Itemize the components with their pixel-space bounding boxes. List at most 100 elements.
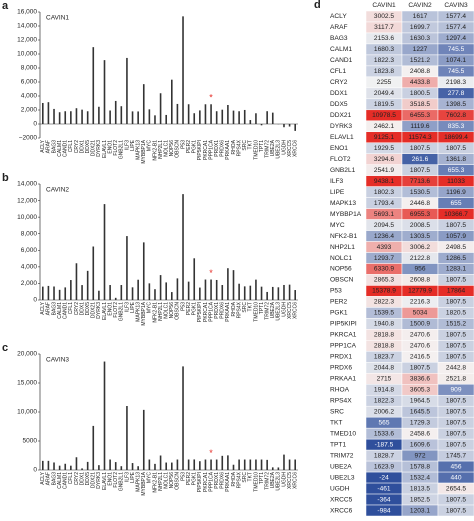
x-tick-label: DYRK3 [96, 472, 102, 489]
cell-value: 2255 [377, 79, 392, 86]
row-label: NFK2-B1 [330, 233, 357, 240]
bar [165, 282, 167, 300]
bar [86, 461, 89, 470]
x-tick-label: MYC [147, 140, 153, 152]
x-tick-label: MYBBP1A [141, 301, 147, 325]
cell-value: 2865.3 [374, 277, 395, 284]
y-tick-label: 16,000 [17, 9, 37, 16]
bar [283, 124, 285, 128]
x-tick-label: UBE2L3 [276, 472, 282, 491]
x-tick-label: PIP5KIPI [197, 302, 203, 322]
y-tick-label: 10,000 [17, 51, 37, 58]
row-label: UBE2A [330, 463, 352, 470]
x-tick-label: PRKAA1 [225, 140, 231, 160]
bar [154, 463, 156, 470]
bar [266, 111, 268, 124]
x-tick-label: PRDX1 [214, 472, 220, 489]
bar [176, 103, 179, 124]
cell-value: 1807.5 [446, 354, 467, 361]
bar [249, 120, 252, 124]
bar [260, 124, 263, 126]
bar [159, 455, 162, 470]
x-tick-label: XRCC5 [287, 472, 293, 489]
cell-value: 1578.8 [410, 463, 431, 470]
x-tick-label: TRIM72 [264, 140, 270, 158]
bar [271, 112, 274, 124]
bar [81, 468, 83, 470]
bar [109, 285, 111, 300]
row-label: PIP5KIPI [330, 321, 357, 328]
bar [126, 57, 128, 124]
x-tick-label: RHOA [231, 139, 237, 154]
cell-value: 1940.8 [374, 321, 395, 328]
x-tick-label: CRY2 [74, 472, 80, 485]
x-tick-label: ACLY [40, 139, 46, 152]
cell-value: 1283.1 [446, 266, 467, 273]
x-tick-label: NOLC1 [164, 140, 170, 157]
row-label: TPT1 [330, 441, 346, 448]
annotation: * [209, 448, 213, 458]
row-label: MYC [330, 222, 345, 229]
cell-value: -364 [377, 496, 391, 503]
bar [260, 459, 263, 470]
bar [271, 467, 274, 470]
heat-cell [437, 504, 474, 517]
cell-value: 1203.1 [410, 507, 431, 514]
cell-value: 1074.1 [446, 57, 467, 64]
bar [187, 281, 190, 300]
x-tick-label: FLOT2 [113, 140, 119, 156]
x-tick-label: BAG3 [51, 302, 57, 316]
row-label: DDX21 [330, 112, 352, 119]
cell-value: 10978.5 [372, 112, 396, 119]
cell-value: 2216.3 [410, 299, 431, 306]
bar [148, 283, 151, 300]
cell-value: 1515.2 [446, 321, 467, 328]
x-tick-label: CALM1 [57, 302, 63, 319]
bar [114, 100, 117, 124]
x-tick-label: ACLY [40, 301, 46, 314]
row-label: TKT [330, 419, 342, 426]
cell-value: 1293.7 [374, 255, 395, 262]
cell-value: 2470.6 [410, 343, 431, 350]
x-tick-label: MAPK13 [135, 302, 141, 322]
row-label: CFL1 [330, 68, 346, 75]
bar [238, 283, 240, 300]
row-label: XRCC6 [330, 507, 353, 514]
x-tick-label: ELAVL1 [102, 472, 108, 490]
row-label: NOP56 [330, 266, 352, 273]
x-tick-label: PPP1CA [208, 301, 214, 321]
cell-value: 2462.1 [374, 123, 395, 130]
bar [227, 104, 229, 124]
cell-value: 745.5 [448, 68, 465, 75]
x-tick-label: DDX5 [85, 472, 91, 486]
cell-value: 2153.6 [374, 35, 395, 42]
bar [182, 16, 184, 124]
bar [227, 268, 229, 300]
chart-title: CAVIN3 [46, 357, 69, 364]
bar [92, 425, 95, 470]
cell-value: 1530.5 [410, 189, 431, 196]
cell-value: 835.3 [448, 123, 465, 130]
row-label: PRDX1 [330, 354, 352, 361]
bar [266, 459, 268, 470]
x-tick-label: UBE2A [270, 139, 276, 156]
cell-value: 1914.8 [374, 387, 395, 394]
row-label: ACLY [330, 13, 347, 20]
bar [70, 111, 72, 124]
bar [70, 465, 72, 470]
cell-value: 1532.4 [410, 474, 431, 481]
y-tick-label: 4,000 [21, 93, 38, 100]
cell-value: 1807.5 [446, 507, 467, 514]
cell-value: 909 [450, 387, 461, 394]
x-tick-label: TRIM72 [264, 472, 270, 490]
y-tick-label: 14,000 [17, 23, 37, 30]
x-tick-label: MYBBP1A [141, 139, 147, 163]
cell-value: 2008.5 [410, 222, 431, 229]
bar [131, 463, 134, 470]
bar [53, 108, 55, 124]
cell-value: 7602.8 [446, 112, 467, 119]
bar [232, 270, 235, 300]
row-label: NHP2L1 [330, 244, 355, 251]
row-label: XRCC5 [330, 496, 353, 503]
x-tick-label: XRCC5 [287, 302, 293, 319]
